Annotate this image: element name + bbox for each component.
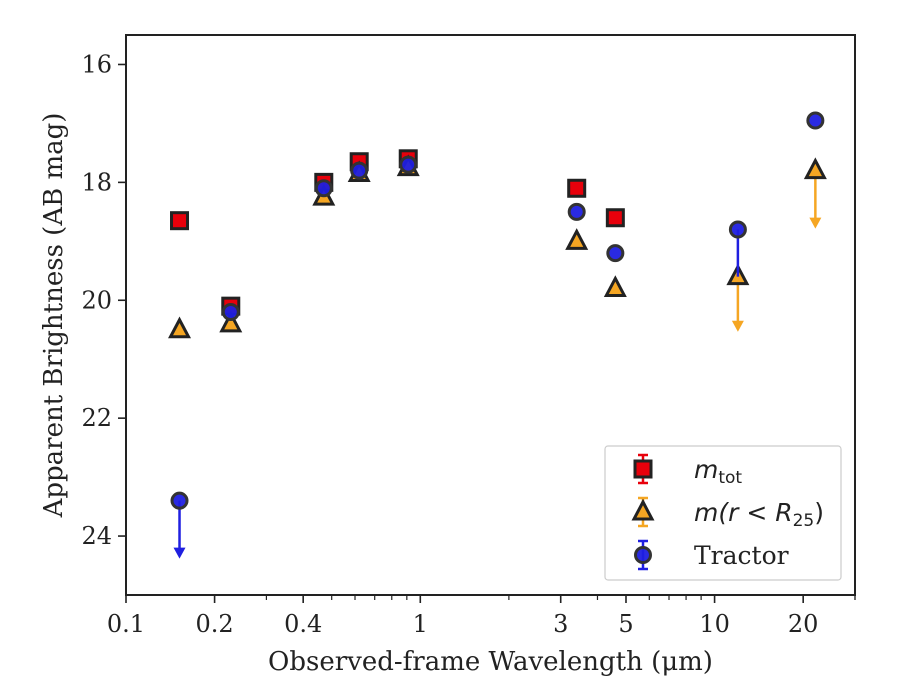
data-marks bbox=[168, 111, 827, 559]
series-triangle bbox=[168, 154, 827, 339]
triangle-marker bbox=[565, 228, 589, 250]
y-tick-label: 24 bbox=[81, 522, 112, 550]
square-marker bbox=[567, 178, 587, 198]
circle-marker bbox=[806, 111, 825, 130]
x-tick-label: 3 bbox=[553, 610, 568, 638]
legend: mtot m(r < R25) Tractor bbox=[604, 445, 842, 581]
x-tick-label: 0.1 bbox=[107, 610, 145, 638]
triangle-marker bbox=[603, 275, 627, 297]
y-tick-label: 18 bbox=[81, 168, 112, 196]
x-tick-label: 0.2 bbox=[196, 610, 234, 638]
y-tick-label: 22 bbox=[81, 404, 112, 432]
series-circle bbox=[170, 111, 825, 559]
circle-marker bbox=[399, 155, 418, 174]
x-tick-label: 20 bbox=[788, 610, 819, 638]
y-tick-label: 20 bbox=[81, 286, 112, 314]
x-tick-label: 0.4 bbox=[284, 610, 322, 638]
circle-marker bbox=[634, 546, 652, 564]
triangle-marker bbox=[168, 316, 192, 339]
legend-label: mtot bbox=[694, 455, 742, 488]
y-axis-label: Apparent Brightness (AB mag) bbox=[39, 113, 69, 519]
square-marker bbox=[170, 211, 190, 231]
circle-marker bbox=[728, 220, 747, 239]
upper-limit-arrowhead bbox=[173, 547, 186, 559]
circle-marker bbox=[567, 202, 586, 221]
circle-marker bbox=[606, 244, 625, 263]
x-axis: 0.1 0.2 0.4 1 3 5 10 20 bbox=[107, 595, 856, 638]
x-tick-label: 5 bbox=[618, 610, 633, 638]
square-marker bbox=[605, 208, 625, 228]
triangle-marker bbox=[803, 157, 827, 180]
circle-marker bbox=[221, 303, 240, 322]
legend-label: m(r < R25) bbox=[694, 498, 824, 531]
circle-marker bbox=[350, 161, 369, 180]
circle-marker bbox=[314, 179, 333, 198]
y-axis: 16 18 20 22 24 bbox=[81, 50, 126, 550]
upper-limit-arrowhead bbox=[809, 217, 822, 229]
circle-marker bbox=[170, 491, 189, 510]
y-tick-label: 16 bbox=[81, 50, 112, 78]
x-tick-label: 10 bbox=[699, 610, 730, 638]
legend-box bbox=[604, 445, 842, 581]
triangle-marker bbox=[631, 498, 655, 521]
square-marker bbox=[633, 459, 653, 479]
x-tick-label: 1 bbox=[413, 610, 428, 638]
upper-limit-arrowhead bbox=[731, 320, 744, 332]
plot-frame bbox=[125, 34, 856, 596]
triangle-marker bbox=[219, 310, 243, 333]
legend-label: Tractor bbox=[694, 541, 789, 570]
x-axis-label: Observed-frame Wavelength (μm) bbox=[268, 647, 713, 677]
